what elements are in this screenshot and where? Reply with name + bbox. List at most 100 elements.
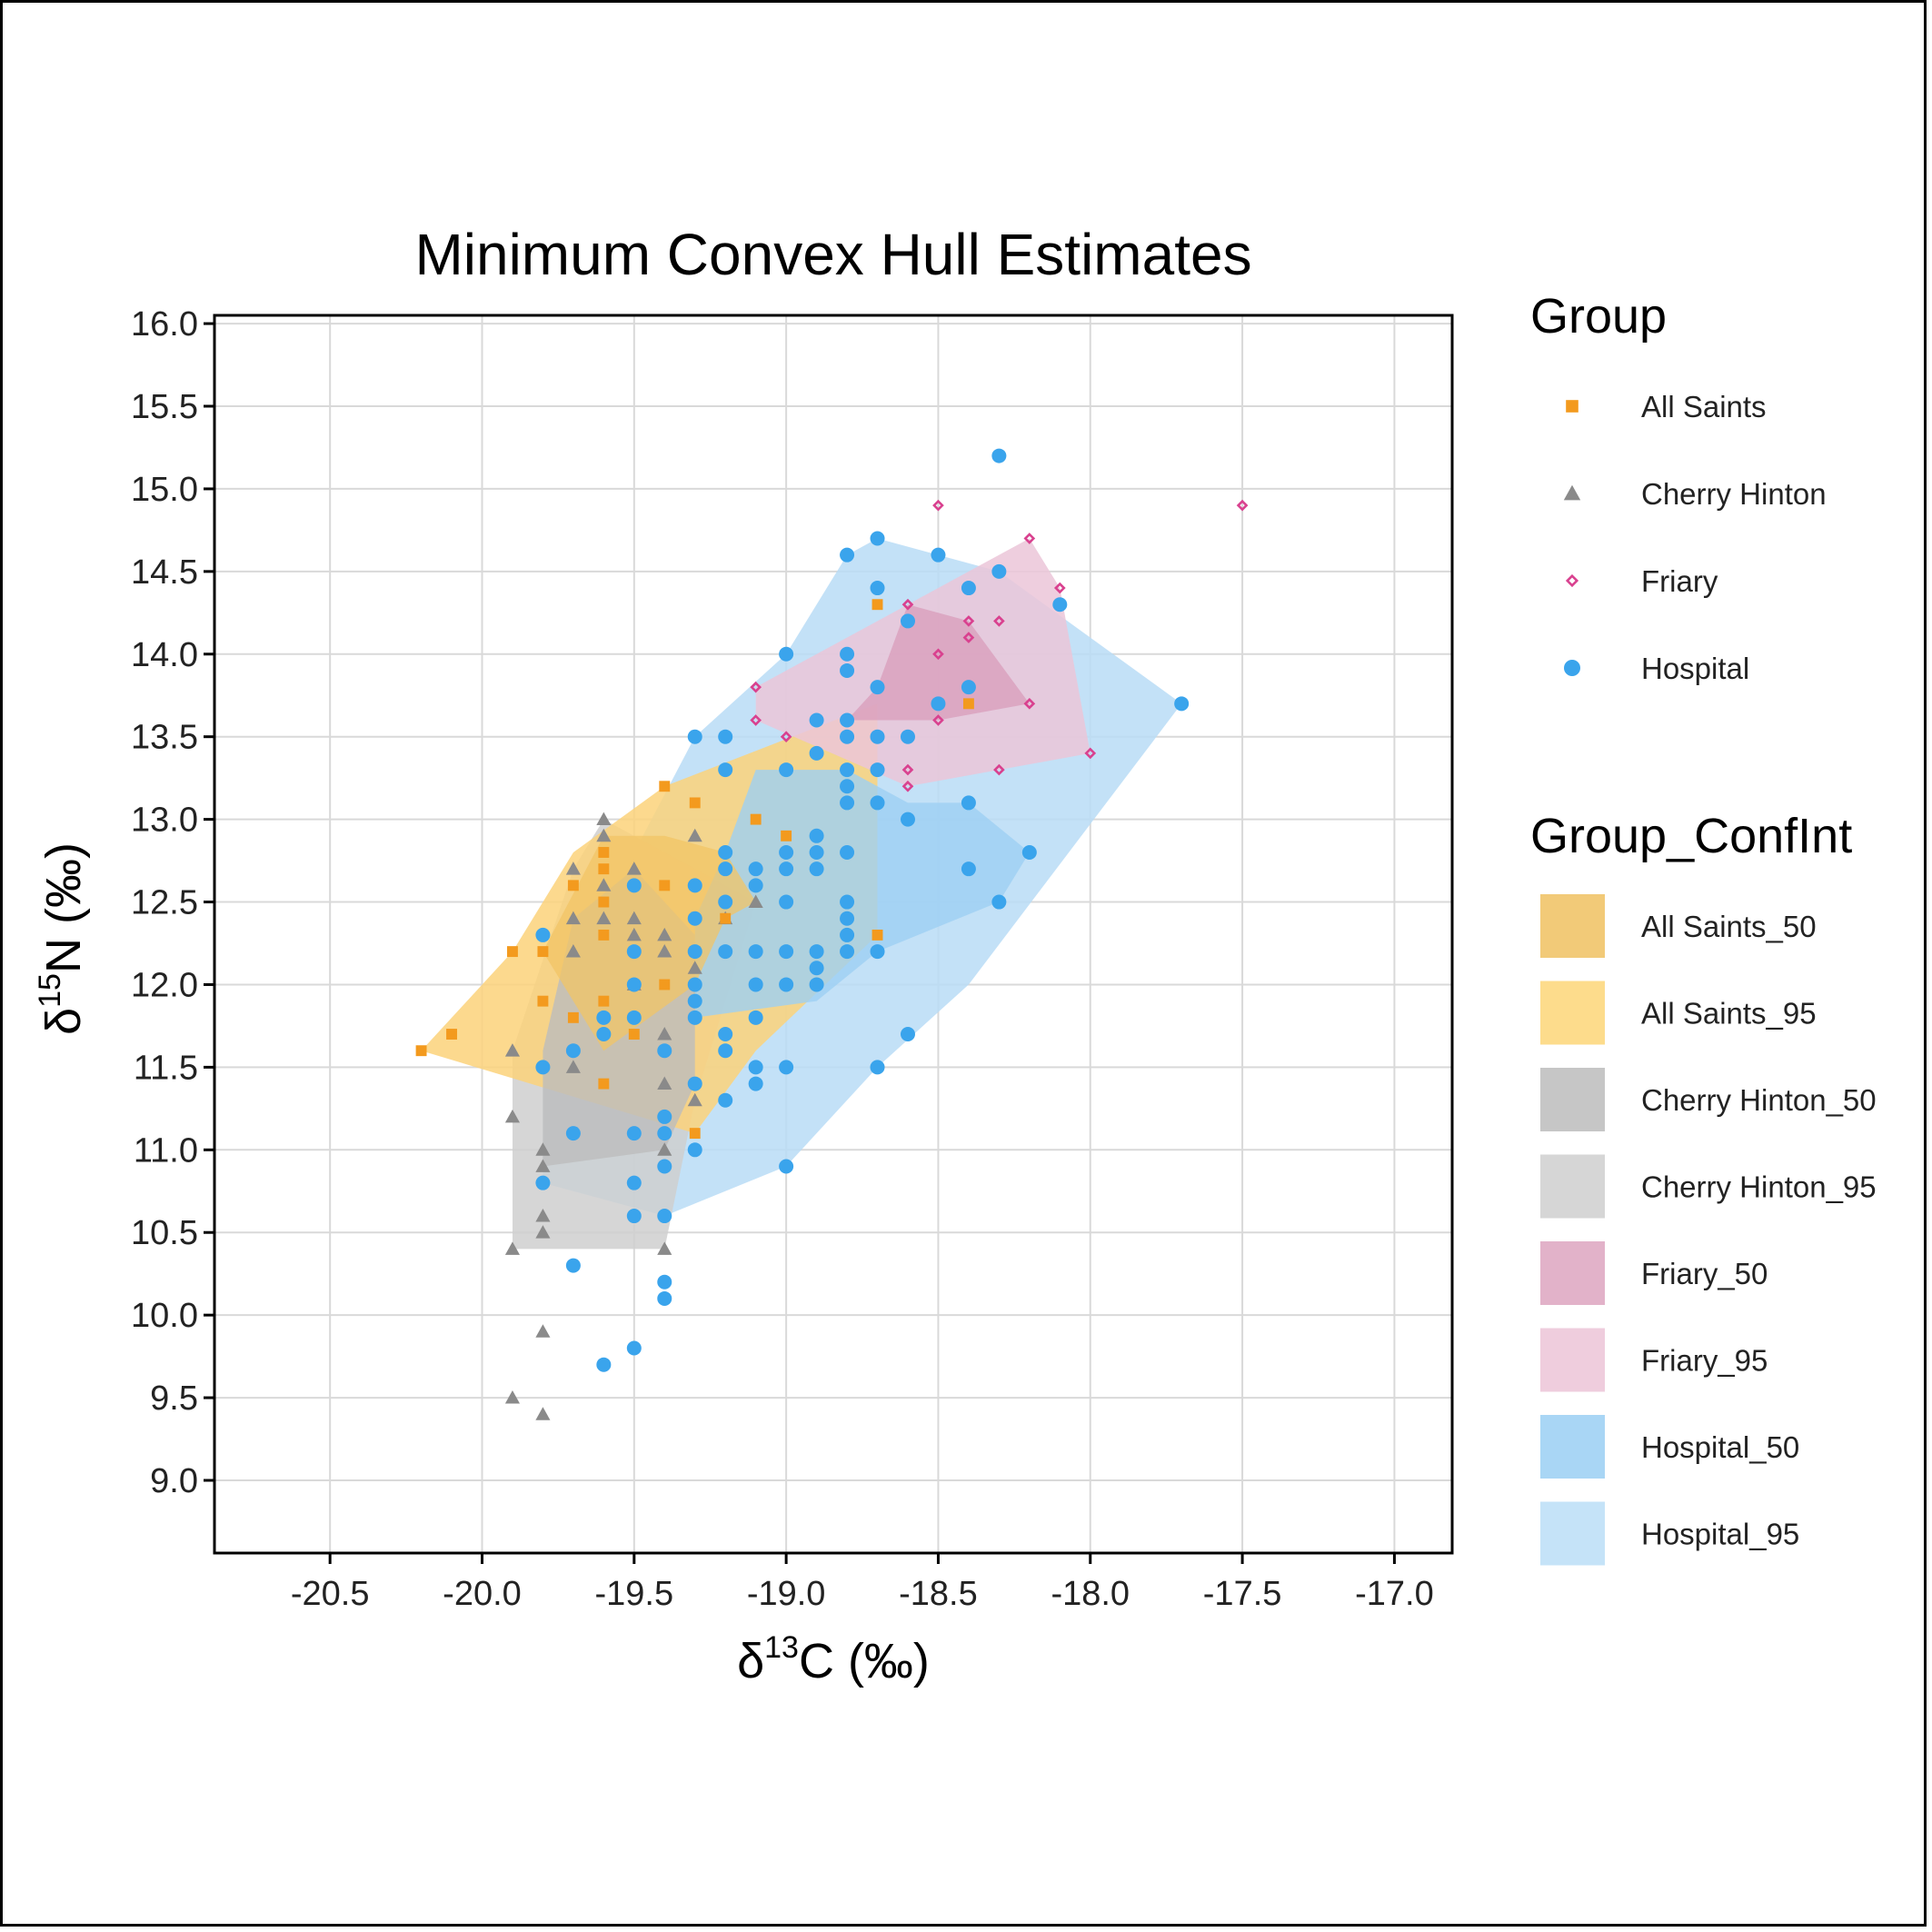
point-hospital [900, 729, 915, 744]
point-hospital [870, 531, 885, 546]
legend-label-hospital-50: Hospital_50 [1641, 1430, 1799, 1464]
point-hospital [779, 894, 794, 910]
point-all-saints [446, 1029, 457, 1040]
point-cherry-hinton [687, 961, 702, 974]
point-all-saints [962, 698, 974, 710]
point-cherry-hinton [565, 861, 581, 875]
point-hospital [809, 828, 824, 843]
point-hospital [687, 911, 702, 926]
point-all-saints [598, 929, 610, 941]
point-friary [932, 714, 944, 726]
point-friary [1023, 697, 1036, 710]
point-hospital [718, 861, 733, 877]
point-hospital [565, 1258, 581, 1273]
y-tick-label: 12.5 [131, 884, 198, 922]
point-hospital [870, 795, 885, 811]
point-hospital [991, 894, 1007, 910]
legend-key-all-saints [1566, 400, 1578, 413]
point-hospital [779, 861, 794, 877]
legend-label-all-saints-50: All Saints_50 [1641, 910, 1817, 943]
point-hospital [809, 861, 824, 877]
point-all-saints [628, 1029, 640, 1040]
legend-label-hospital: Hospital [1641, 652, 1749, 685]
point-hospital [687, 1142, 702, 1158]
point-all-saints [598, 896, 610, 908]
point-hospital [626, 878, 642, 893]
point-hospital [840, 927, 855, 942]
point-cherry-hinton [504, 1241, 521, 1255]
point-friary [1236, 499, 1249, 512]
y-tick-label: 14.0 [131, 636, 198, 674]
point-hospital [1052, 597, 1068, 612]
point-cherry-hinton [535, 1225, 551, 1239]
point-hospital [657, 1126, 672, 1141]
point-cherry-hinton [687, 828, 702, 842]
point-hospital [626, 944, 642, 960]
point-hospital [840, 662, 855, 678]
point-hospital [596, 1027, 612, 1042]
point-hospital [809, 961, 824, 976]
point-all-saints [415, 1045, 427, 1057]
y-tick-label: 13.5 [131, 719, 198, 757]
point-cherry-hinton [565, 1060, 581, 1073]
point-hospital [961, 861, 976, 877]
point-hospital [840, 729, 855, 744]
chart-title: Minimum Convex Hull Estimates [414, 222, 1251, 287]
point-cherry-hinton [657, 1241, 672, 1255]
point-hospital [779, 844, 794, 860]
point-all-saints [781, 830, 792, 842]
point-cherry-hinton [504, 1390, 521, 1404]
point-friary [993, 615, 1005, 627]
plot-border [213, 314, 1454, 1555]
point-hospital [565, 1126, 581, 1141]
point-cherry-hinton [626, 861, 642, 875]
x-axis-title: δ13C (‰) [737, 1630, 930, 1688]
hull-all-saints-50 [543, 835, 756, 1051]
point-friary [962, 632, 975, 643]
hull-hospital-50 [694, 770, 1030, 1018]
point-hospital [961, 795, 976, 811]
point-cherry-hinton [565, 944, 581, 958]
point-hospital [687, 993, 702, 1009]
point-all-saints [507, 946, 518, 958]
grid-lines [214, 315, 1452, 1553]
y-tick-label: 15.0 [131, 471, 198, 509]
point-hospital [931, 696, 946, 712]
legend-label-cherry-hinton-95: Cherry Hinton_95 [1641, 1170, 1877, 1204]
point-hospital [748, 944, 763, 960]
point-hospital [565, 1043, 581, 1059]
legend-label-friary-50: Friary_50 [1641, 1257, 1768, 1290]
y-tick-label: 10.5 [131, 1214, 198, 1252]
y-tick-label: 10.0 [131, 1297, 198, 1335]
point-hospital [779, 646, 794, 662]
point-cherry-hinton [748, 894, 763, 908]
point-hospital [626, 1126, 642, 1141]
point-hospital [535, 1060, 551, 1075]
point-cherry-hinton [596, 911, 612, 925]
point-cherry-hinton [687, 1092, 702, 1107]
point-hospital [870, 762, 885, 778]
point-cherry-hinton [657, 1142, 672, 1156]
point-hospital [840, 547, 855, 563]
point-cherry-hinton [596, 828, 612, 842]
legend-confint-title: Group_ConfInt [1530, 809, 1852, 863]
x-tick-label: -17.0 [1355, 1575, 1434, 1613]
legend-key-hospital [1564, 660, 1580, 676]
point-hospital [961, 680, 976, 695]
point-hospital [626, 977, 642, 992]
point-all-saints [537, 946, 549, 958]
point-friary [962, 615, 975, 627]
x-axis-title-prefix: δ [737, 1634, 764, 1688]
point-all-saints [567, 880, 579, 891]
legend-swatch-friary-50 [1540, 1241, 1605, 1305]
point-hospital [779, 1060, 794, 1075]
x-axis-title-sup: 13 [764, 1630, 799, 1665]
point-hospital [748, 1060, 763, 1075]
x-tick-label: -19.0 [747, 1575, 826, 1613]
point-hospital [779, 977, 794, 992]
point-hospital [718, 944, 733, 960]
point-friary [1023, 533, 1036, 544]
point-hospital [596, 1357, 612, 1372]
point-cherry-hinton [535, 1324, 551, 1338]
point-hospital [718, 762, 733, 778]
